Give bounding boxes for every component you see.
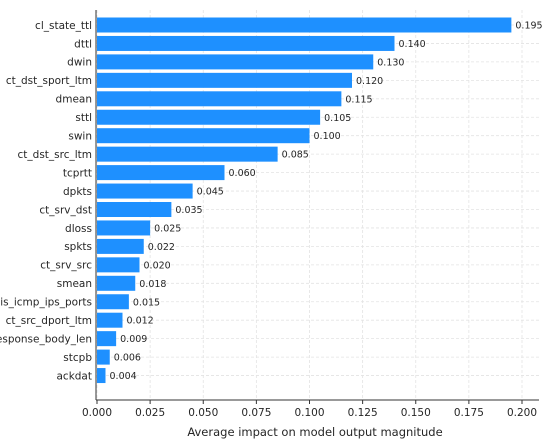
value-label-smean: 0.018 [139, 279, 166, 290]
bars-group [97, 17, 512, 384]
value-label-ct_dst_sport_ltm: 0.120 [356, 76, 383, 87]
feature-label-dmean: dmean [56, 94, 92, 106]
feature-label-response_body_len: response_body_len [0, 333, 92, 345]
x-tick-label-6: 0.150 [401, 407, 431, 419]
bar-dloss [97, 220, 151, 236]
bar-ct_dst_src_ltm [97, 146, 278, 162]
feature-label-dwin: dwin [67, 57, 92, 69]
x-tick-label-2: 0.050 [188, 407, 218, 419]
value-labels-group: 0.195 0.140 0.130 0.120 0.115 0.105 0.100 0.085… [110, 21, 543, 383]
bar-ct_srv_dst [97, 202, 172, 217]
bar-ackdat [97, 368, 106, 384]
x-tick-label-8: 0.200 [507, 407, 537, 419]
x-tick-label-3: 0.075 [241, 407, 271, 419]
bar-dwin [97, 54, 374, 70]
bar-ct_srv_src [97, 257, 140, 273]
feature-label-ackdat: ackdat [56, 370, 92, 382]
feature-label-ct_dst_sport_ltm: ct_dst_sport_ltm [6, 75, 92, 87]
bar-cl_state_ttl [97, 17, 512, 33]
value-label-dwin: 0.130 [377, 57, 404, 68]
value-label-is_icmp_ips_ports: 0.015 [133, 297, 160, 308]
value-label-ct_src_dport_ltm: 0.012 [127, 316, 154, 327]
bar-smean [97, 275, 136, 291]
x-axis-title: Average impact on model output magnitude [187, 425, 442, 439]
value-label-ct_srv_dst: 0.035 [175, 205, 202, 216]
x-ticks-group: 0.000 0.025 0.050 0.075 0.100 0.125 0.150 0.175… [82, 400, 537, 419]
value-label-tcprtt: 0.060 [229, 168, 256, 179]
bar-sttl [97, 109, 321, 125]
bar-spkts [97, 238, 144, 254]
bar-stcpb [97, 349, 110, 365]
bar-ct_src_dport_ltm [97, 312, 123, 328]
value-label-dttl: 0.140 [399, 39, 426, 50]
value-label-dmean: 0.115 [345, 94, 372, 105]
value-label-stcpb: 0.006 [114, 353, 141, 364]
x-tick-label-1: 0.025 [135, 407, 165, 419]
feature-label-dttl: dttl [74, 38, 92, 50]
bar-swin [97, 128, 310, 144]
value-label-ackdat: 0.004 [110, 371, 137, 382]
feature-label-dpkts: dpkts [63, 186, 92, 198]
value-label-ct_srv_src: 0.020 [144, 260, 171, 271]
feature-label-ct_dst_src_ltm: ct_dst_src_ltm [18, 149, 92, 161]
x-tick-label-0: 0.000 [82, 407, 112, 419]
feature-label-ct_srv_src: ct_srv_src [40, 260, 92, 272]
feature-label-sttl: sttl [75, 112, 92, 124]
feature-label-swin: swin [68, 131, 92, 143]
value-label-dpkts: 0.045 [197, 187, 224, 198]
value-label-sttl: 0.105 [324, 113, 351, 124]
feature-label-stcpb: stcpb [63, 352, 92, 364]
value-label-cl_state_ttl: 0.195 [515, 21, 542, 32]
feature-label-ct_src_dport_ltm: ct_src_dport_ltm [6, 315, 92, 327]
bar-dmean [97, 91, 342, 107]
feature-label-ct_srv_dst: ct_srv_dst [39, 204, 92, 216]
value-label-ct_dst_src_ltm: 0.085 [282, 150, 309, 161]
feature-label-tcprtt: tcprtt [63, 167, 92, 179]
bar-tcprtt [97, 165, 225, 181]
axes-group [95, 10, 539, 401]
value-label-swin: 0.100 [314, 131, 341, 142]
bar-response_body_len [97, 331, 117, 347]
bar-dttl [97, 35, 395, 51]
x-tick-label-7: 0.175 [454, 407, 484, 419]
feature-label-spkts: spkts [64, 241, 92, 253]
bar-ct_dst_sport_ltm [97, 72, 352, 88]
feature-label-cl_state_ttl: cl_state_ttl [35, 20, 92, 32]
bar-dpkts [97, 183, 193, 199]
bar-is_icmp_ips_ports [97, 294, 129, 310]
feature-label-dloss: dloss [65, 223, 92, 235]
feature-label-is_icmp_ips_ports: is_icmp_ips_ports [0, 297, 92, 309]
value-label-spkts: 0.022 [148, 242, 175, 253]
feature-label-smean: smean [57, 278, 92, 290]
x-tick-label-4: 0.100 [294, 407, 324, 419]
value-label-response_body_len: 0.009 [120, 334, 147, 345]
value-label-dloss: 0.025 [154, 223, 181, 234]
x-tick-label-5: 0.125 [348, 407, 378, 419]
